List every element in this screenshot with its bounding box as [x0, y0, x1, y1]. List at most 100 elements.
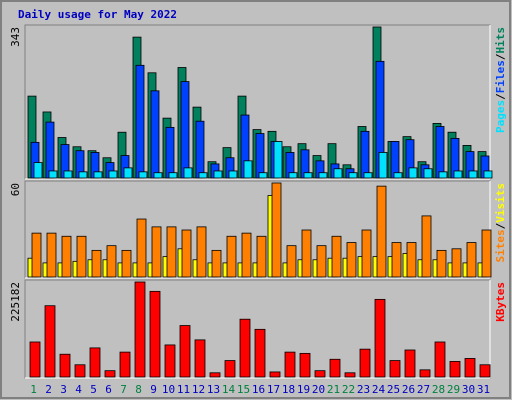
bar	[183, 167, 193, 179]
x-tick-label: 17	[267, 383, 280, 396]
bar	[46, 232, 57, 278]
bar	[288, 172, 298, 179]
bar	[406, 242, 417, 278]
x-tick-label: 5	[90, 383, 97, 396]
legend-separator: /	[494, 53, 507, 60]
bar	[376, 185, 387, 278]
bar	[91, 249, 102, 278]
bar	[421, 215, 432, 278]
bar	[241, 232, 252, 278]
bar	[284, 351, 296, 378]
legend: Pages/Files/Hits	[494, 27, 507, 133]
bar	[333, 168, 343, 179]
legend-separator: /	[494, 222, 507, 229]
y-tick-label: 60	[9, 183, 22, 196]
bar	[359, 348, 371, 378]
bar	[434, 341, 446, 378]
bar	[483, 170, 493, 179]
legend-entry: Pages	[494, 100, 507, 133]
bar	[299, 352, 311, 378]
bar	[286, 245, 297, 278]
bar	[331, 235, 342, 278]
bar	[449, 360, 461, 378]
bar	[33, 162, 43, 179]
bar	[198, 172, 208, 179]
x-tick-label: 13	[207, 383, 220, 396]
bar	[344, 372, 356, 378]
x-tick-label: 4	[75, 383, 82, 396]
bar	[181, 229, 192, 278]
bar	[89, 347, 101, 378]
bar	[29, 341, 41, 378]
x-tick-label: 3	[60, 383, 67, 396]
bar	[224, 360, 236, 378]
bar	[74, 364, 86, 378]
bar	[134, 281, 146, 378]
bar	[76, 235, 87, 278]
bar	[31, 232, 42, 278]
bar	[78, 171, 88, 179]
bar	[135, 64, 145, 179]
x-tick-label: 12	[192, 383, 205, 396]
x-tick-label: 15	[237, 383, 250, 396]
x-tick-label: 21	[327, 383, 340, 396]
bar	[45, 121, 55, 179]
bar	[408, 167, 418, 179]
legend-entry: Hits	[494, 27, 507, 54]
bar	[168, 172, 178, 179]
bar	[93, 171, 103, 179]
x-tick-label: 2	[45, 383, 52, 396]
bar	[481, 229, 492, 278]
bar	[123, 167, 133, 179]
bar	[195, 120, 205, 179]
y-tick-label: 225182	[9, 282, 22, 322]
bar	[63, 170, 73, 179]
bar	[258, 172, 268, 179]
bar	[464, 358, 476, 378]
chart-title: Daily usage for May 2022	[18, 8, 177, 21]
bar	[436, 249, 447, 278]
bar	[316, 245, 327, 278]
bar	[165, 126, 175, 179]
bar	[438, 171, 448, 179]
x-tick-label: 11	[177, 383, 190, 396]
x-tick-label: 16	[252, 383, 265, 396]
x-tick-label: 10	[162, 383, 175, 396]
bar	[479, 364, 491, 378]
bar	[329, 358, 341, 378]
bar	[226, 235, 237, 278]
x-tick-label: 18	[282, 383, 295, 396]
bar	[166, 226, 177, 278]
bar	[194, 339, 206, 378]
bar	[389, 360, 401, 378]
x-tick-label: 20	[312, 383, 325, 396]
bar	[346, 242, 357, 278]
bar	[153, 172, 163, 179]
x-tick-label: 23	[357, 383, 370, 396]
bar	[228, 170, 238, 179]
bar	[303, 172, 313, 179]
bar	[59, 353, 71, 378]
legend-entry: Sites	[494, 229, 507, 262]
bar	[254, 328, 266, 378]
bar	[435, 126, 445, 179]
bar	[423, 168, 433, 179]
x-tick-label: 7	[120, 383, 127, 396]
bar	[374, 298, 386, 378]
bar	[209, 372, 221, 378]
x-tick-label: 26	[402, 383, 415, 396]
legend: Sites/Visits	[494, 183, 507, 263]
bar	[453, 170, 463, 179]
legend-entry: Files	[494, 60, 507, 93]
x-tick-label: 30	[462, 383, 475, 396]
bar	[314, 370, 326, 378]
x-tick-label: 27	[417, 383, 430, 396]
bar	[213, 170, 223, 179]
bar	[269, 371, 281, 378]
bar	[393, 172, 403, 179]
bar	[348, 172, 358, 179]
bar	[378, 152, 388, 179]
bar	[121, 249, 132, 278]
x-tick-label: 31	[477, 383, 490, 396]
